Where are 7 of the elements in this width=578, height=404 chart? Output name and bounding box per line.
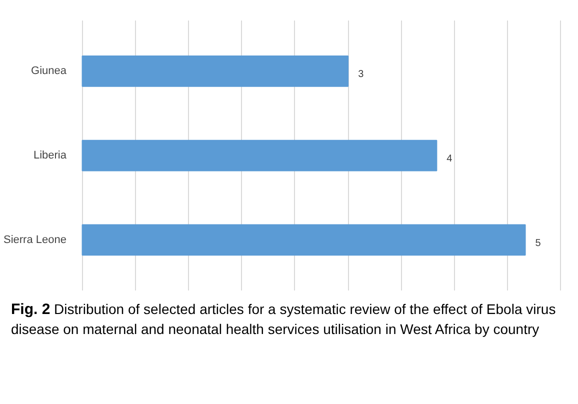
- y-tick-label: Liberia: [33, 150, 68, 162]
- y-tick-label: Sierra Leone: [4, 234, 67, 246]
- data-label: 3: [358, 69, 364, 80]
- y-tick-label: Giunea: [31, 65, 68, 78]
- data-label: 5: [535, 238, 542, 249]
- data-label: 4: [446, 154, 453, 164]
- caption: Fig. 2: [11, 301, 50, 318]
